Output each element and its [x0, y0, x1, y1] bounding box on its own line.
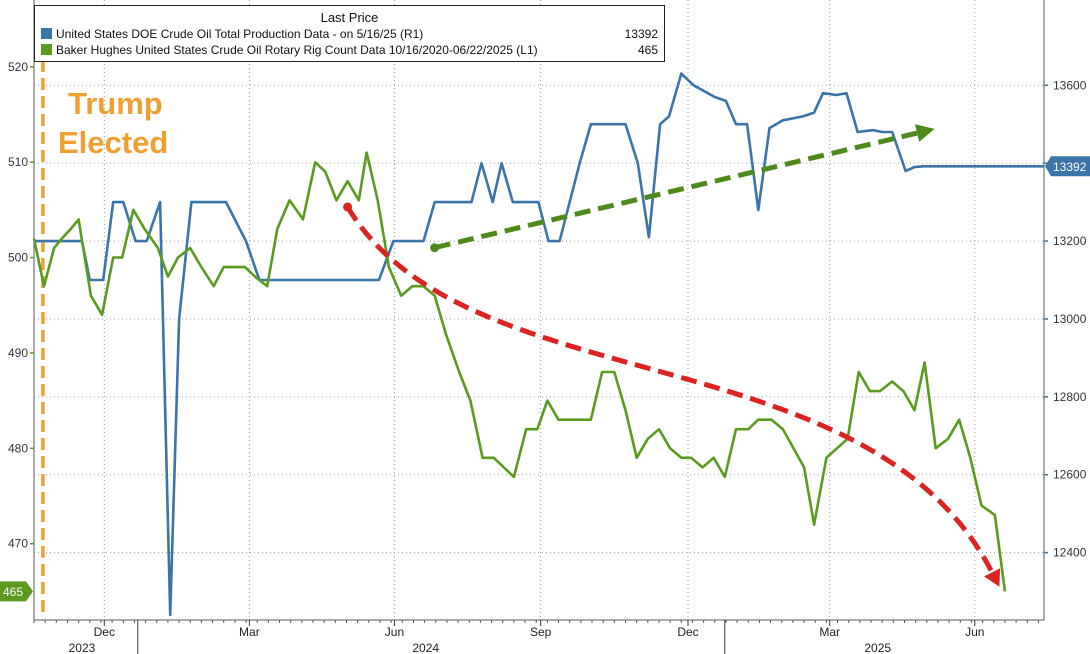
bottom-axis-ticks: Dec Mar Jun Sep Dec Mar Jun 2023 2024 2025 [33, 620, 1039, 654]
legend-row-rigs: Baker Hughes United States Crude Oil Rot… [41, 42, 658, 58]
legend-header: Last Price [320, 10, 379, 25]
series-line-production [34, 72, 1044, 617]
year-label: 2025 [864, 641, 891, 654]
legend-value-rigs: 465 [637, 43, 658, 57]
last-value-labels: 465 13392 [0, 156, 1090, 602]
axes [33, 0, 1045, 621]
left-tick-label: 480 [8, 441, 28, 455]
left-tick-label: 470 [8, 537, 28, 551]
month-label: Jun [385, 625, 404, 639]
last-value-production-label: 13392 [1053, 160, 1087, 174]
right-tick-label: 12600 [1053, 468, 1087, 482]
month-label: Dec [94, 625, 115, 639]
last-value-production-badge [1045, 156, 1090, 177]
up-arrow-shaft [434, 130, 918, 251]
annotation-line1: Trump [68, 86, 163, 121]
legend: Last Price United States DOE Crude Oil T… [34, 5, 665, 62]
left-tick-label: 500 [8, 251, 28, 265]
annotation-line2: Elected [58, 125, 169, 160]
month-label: Jun [965, 625, 984, 639]
month-label: Sep [530, 625, 552, 639]
right-tick-label: 12400 [1053, 546, 1087, 560]
down-arrow-head [984, 568, 1001, 587]
left-axis-ticks: 470 480 490 500 510 520 [8, 60, 34, 551]
last-value-rigs-badge [0, 581, 33, 602]
legend-row-production: United States DOE Crude Oil Total Produc… [41, 26, 658, 42]
right-tick-label: 13000 [1053, 312, 1087, 326]
legend-label-rigs: Baker Hughes United States Crude Oil Rot… [56, 43, 538, 57]
series [32, 72, 1044, 617]
last-value-rigs-label: 465 [3, 585, 23, 599]
left-tick-label: 520 [8, 60, 28, 74]
gridlines [34, 0, 1044, 620]
up-arrow-head [915, 124, 935, 142]
month-label: Mar [239, 625, 260, 639]
year-label: 2023 [69, 641, 96, 654]
right-axis-ticks: 12400126001280013000132001340013600 [1044, 78, 1087, 560]
month-label: Dec [677, 625, 698, 639]
trump-elected-annotation: Trump Elected [58, 84, 168, 162]
right-tick-label: 12800 [1053, 390, 1087, 404]
right-tick-label: 13600 [1053, 78, 1087, 92]
left-tick-label: 510 [8, 155, 28, 169]
year-label: 2024 [412, 641, 439, 654]
right-tick-label: 13200 [1053, 234, 1087, 248]
legend-swatch-rigs [41, 44, 52, 55]
series-line-rigs [32, 151, 1007, 592]
legend-value-production: 13392 [624, 27, 658, 41]
legend-label-production: United States DOE Crude Oil Total Produc… [56, 27, 424, 41]
legend-swatch-production [41, 28, 52, 39]
left-tick-label: 490 [8, 346, 28, 360]
month-label: Mar [819, 625, 840, 639]
trend-arrows [343, 124, 1001, 587]
down-arrow-shaft [345, 205, 995, 574]
